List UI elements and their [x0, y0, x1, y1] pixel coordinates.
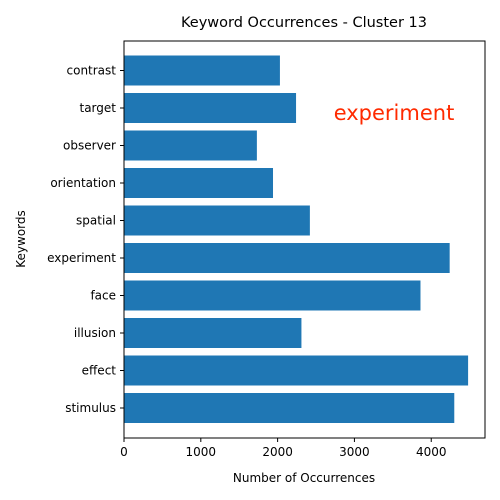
bars-group	[124, 55, 469, 423]
y-tick-label: effect	[82, 364, 117, 378]
x-ticks-group: 0 1000 2000 3000 4000	[120, 438, 447, 459]
x-tick-label: 4000	[416, 445, 447, 459]
y-tick-label: target	[80, 101, 117, 115]
y-tick-label: orientation	[50, 176, 116, 190]
bar-spatial	[124, 205, 310, 236]
y-tick-label: experiment	[47, 251, 116, 265]
x-axis-label: Number of Occurrences	[233, 471, 375, 485]
x-tick-label: 0	[120, 445, 128, 459]
bar-effect	[124, 355, 469, 386]
y-tick-label: observer	[63, 139, 116, 153]
bar-contrast	[124, 55, 280, 86]
y-tick-label: stimulus	[65, 401, 116, 415]
y-tick-label: spatial	[76, 214, 116, 228]
y-tick-label: contrast	[67, 64, 117, 78]
bar-face	[124, 280, 421, 311]
x-tick-label: 3000	[339, 445, 370, 459]
plot-frame	[123, 40, 486, 439]
chart-title: Keyword Occurrences - Cluster 13	[181, 15, 427, 31]
x-tick-label: 2000	[262, 445, 293, 459]
y-ticks-group: stimulus effect illusion face experiment spat…	[47, 64, 124, 415]
x-tick-label: 1000	[186, 445, 217, 459]
y-axis-label: Keywords	[14, 210, 28, 268]
bar-observer	[124, 130, 257, 161]
bar-target	[124, 93, 297, 123]
chart-annotation: experiment	[334, 101, 455, 125]
bar-experiment	[124, 243, 450, 273]
y-tick-label: face	[90, 289, 116, 303]
bar-illusion	[124, 318, 302, 348]
bar-stimulus	[124, 393, 455, 423]
bar-orientation	[124, 168, 274, 198]
y-tick-label: illusion	[74, 326, 116, 340]
